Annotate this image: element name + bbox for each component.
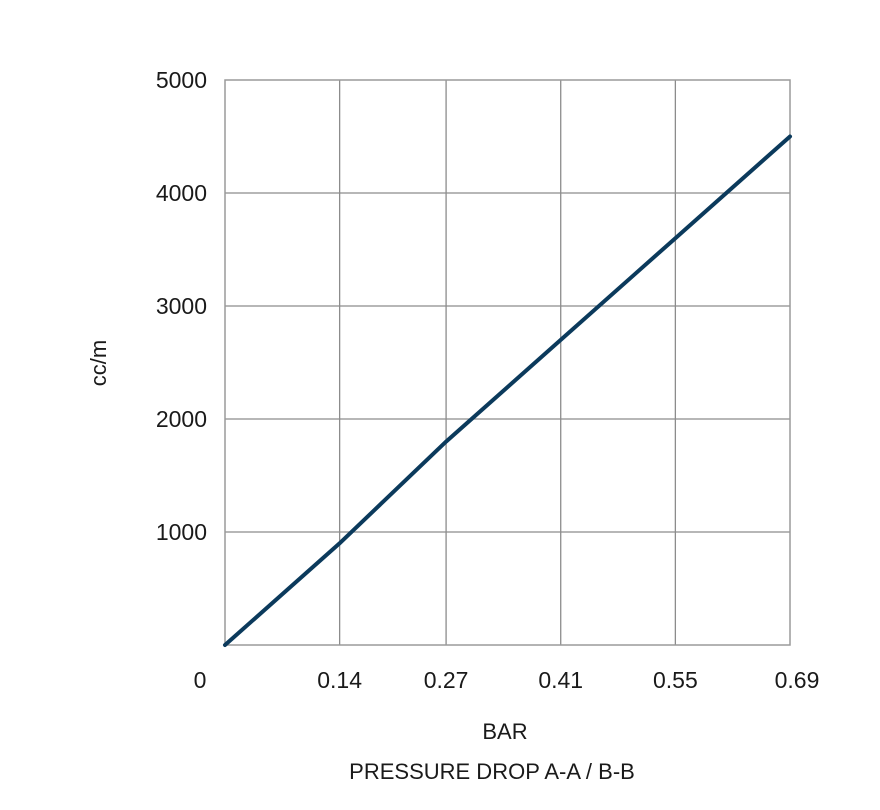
plot-frame	[224, 79, 791, 646]
x-tick-label: 0.14	[317, 667, 362, 693]
x-tick-label: 0.69	[775, 667, 820, 693]
y-tick-label: 4000	[156, 180, 207, 206]
x-tick-label: 0.55	[653, 667, 698, 693]
x-axis-ticks: 0 0.14 0.27 0.41 0.55 0.69	[194, 667, 820, 693]
y-tick-label: 1000	[156, 519, 207, 545]
grid-lines	[225, 80, 790, 645]
x-axis-label: BAR	[482, 719, 527, 744]
data-line	[223, 134, 792, 647]
y-axis-label: cc/m	[86, 340, 111, 386]
x-axis-subtitle: PRESSURE DROP A-A / B-B	[349, 759, 635, 784]
y-tick-label: 2000	[156, 406, 207, 432]
x-tick-label: 0.27	[424, 667, 469, 693]
x-tick-label: 0.41	[538, 667, 583, 693]
y-tick-label: 5000	[156, 67, 207, 93]
y-axis-ticks: 1000 2000 3000 4000 5000	[156, 67, 207, 545]
x-tick-label: 0	[194, 667, 207, 693]
y-tick-label: 3000	[156, 293, 207, 319]
